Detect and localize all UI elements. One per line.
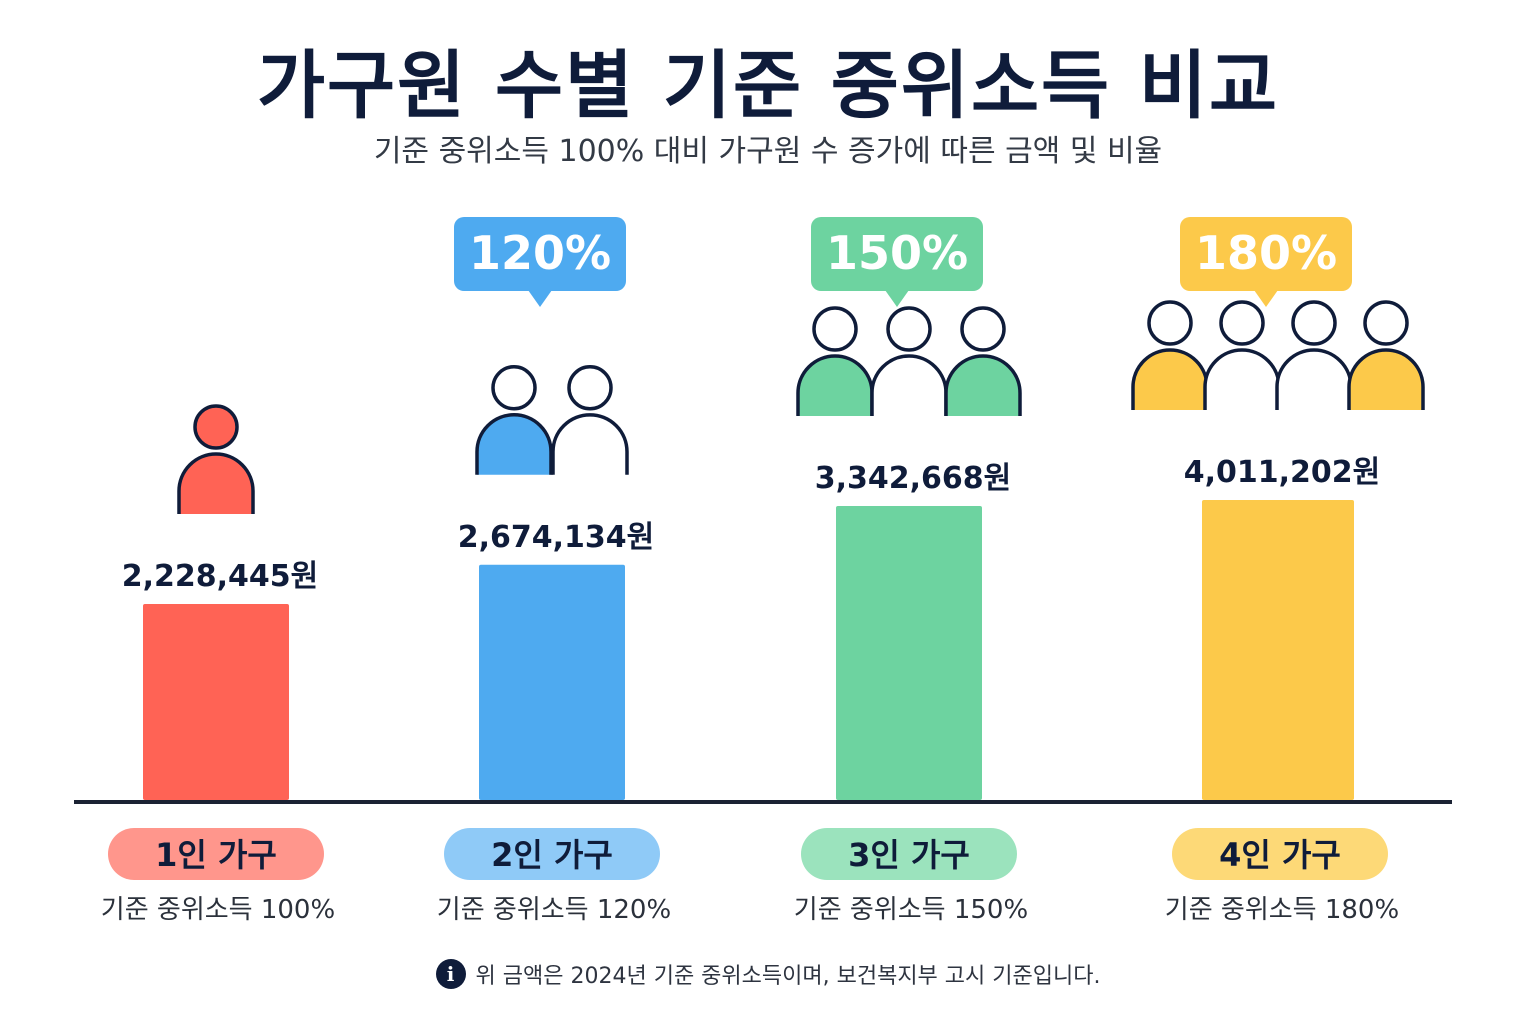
ratio-label: 150% (826, 226, 968, 280)
ratio-callout-2: 120% (454, 217, 626, 307)
people-icon-group-4 (1131, 300, 1425, 410)
category-sub-label-4: 기준 중위소득 180% (1165, 895, 1399, 925)
ratio-label: 120% (469, 226, 611, 280)
bar-3 (836, 505, 982, 800)
person-icon-body (1131, 348, 1209, 410)
bar-2 (479, 564, 625, 800)
person-icon-body (796, 354, 874, 416)
person-icon-head (491, 365, 537, 411)
category-sub-label-2: 기준 중위소득 120% (437, 895, 671, 925)
category-label-2: 2인 가구 (491, 836, 613, 874)
ratio-callout-box (454, 217, 626, 291)
person-icon-head (1291, 300, 1337, 346)
category-pill-2 (444, 828, 660, 880)
person-icon-body (1347, 348, 1425, 410)
ratio-label: 180% (1195, 226, 1337, 280)
value-label-2: 2,674,134원 (458, 520, 655, 555)
chart-subtitle: 기준 중위소득 100% 대비 가구원 수 증가에 따른 금액 및 비율 (373, 134, 1163, 169)
ratio-callout-pointer (528, 290, 552, 307)
category-pill-1 (108, 828, 324, 880)
ratio-callout-4: 180% (1180, 217, 1352, 307)
ratio-callout-pointer (1254, 290, 1278, 307)
person-icon-body (870, 354, 948, 416)
value-label-4: 4,011,202원 (1184, 455, 1381, 490)
info-icon: i (435, 959, 466, 989)
category-sub-label-1: 기준 중위소득 100% (101, 895, 335, 925)
people-icon-group-2 (475, 365, 629, 475)
person-icon-body (1275, 348, 1353, 410)
person-icon-head (812, 306, 858, 352)
value-label-3: 3,342,668원 (815, 461, 1012, 496)
category-label-4: 4인 가구 (1219, 836, 1341, 874)
bar-4 (1202, 500, 1354, 800)
person-icon-body (177, 452, 255, 514)
people-icon-group-3 (796, 306, 1022, 416)
ratio-callout-box (1180, 217, 1352, 291)
chart-title: 가구원 수별 기준 중위소득 비교 (256, 43, 1280, 129)
category-pill-3 (801, 828, 1017, 880)
person-icon-head (960, 306, 1006, 352)
person-icon-head (1147, 300, 1193, 346)
category-sub-label-3: 기준 중위소득 150% (794, 895, 1028, 925)
ratio-callout-box (811, 217, 983, 291)
category-pill-4 (1172, 828, 1388, 880)
footnote-text: 위 금액은 2024년 기준 중위소득이며, 보건복지부 고시 기준입니다. (475, 964, 1101, 989)
ratio-callout-pointer (885, 290, 909, 307)
person-icon-head (193, 404, 239, 450)
person-icon-body (1203, 348, 1281, 410)
person-icon-body (551, 413, 629, 475)
person-icon-head (567, 365, 613, 411)
value-label-1: 2,228,445원 (122, 559, 319, 594)
bar-1 (143, 604, 289, 800)
people-icon-group-1 (177, 404, 255, 514)
person-icon-body (475, 413, 553, 475)
person-icon-head (886, 306, 932, 352)
footnote: i 위 금액은 2024년 기준 중위소득이며, 보건복지부 고시 기준입니다. (0, 958, 1536, 990)
ratio-callout-3: 150% (811, 217, 983, 307)
person-icon-head (1363, 300, 1409, 346)
person-icon-body (944, 354, 1022, 416)
person-icon-head (1219, 300, 1265, 346)
category-label-3: 3인 가구 (848, 836, 970, 874)
category-label-1: 1인 가구 (155, 836, 277, 874)
